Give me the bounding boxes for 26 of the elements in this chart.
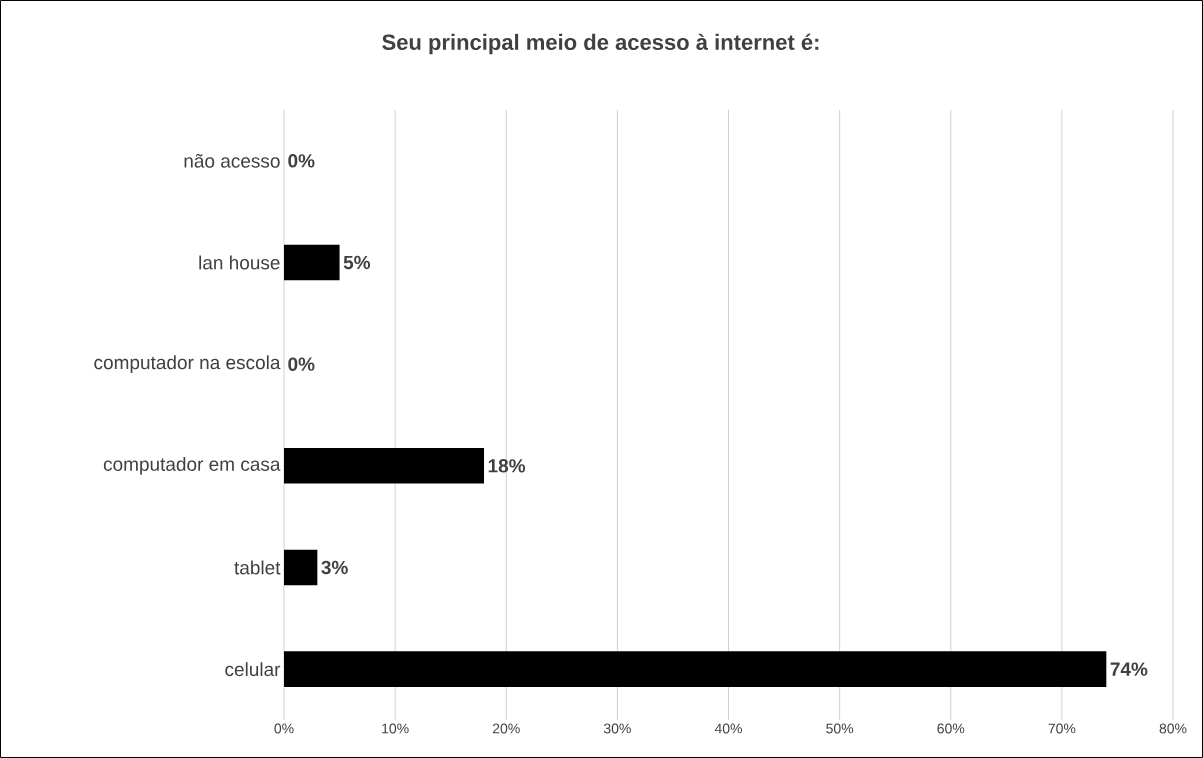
chart-title: Seu principal meio de acesso à internet é: [382,33,819,55]
x-tick-label: 40% [714,723,743,734]
y-tick-label: computador em casa [103,456,281,475]
y-tick-label: celular [225,662,281,677]
data-label: 5% [343,255,371,270]
y-tick-label: computador na escola [94,355,281,374]
bar [284,448,485,484]
x-tick-label: 10% [382,723,409,734]
y-tick-label: tablet [234,560,281,575]
y-tick-label: lan house [199,255,280,270]
y-tick-label: não acesso [184,153,280,168]
x-tick-label: 30% [603,723,631,734]
x-tick-label: 70% [1048,723,1076,734]
data-label: 3% [321,560,348,575]
x-tick-label: 0% [274,723,294,734]
x-tick-label: 50% [826,723,854,734]
x-tick-label: 20% [492,723,520,734]
bar [284,651,1107,687]
data-label: 0% [288,154,315,168]
bar [284,549,318,586]
bar [284,244,340,281]
data-label: 74% [1110,662,1148,676]
data-label: 18% [488,459,526,473]
x-tick-label: 60% [937,723,965,734]
x-tick-label: 80% [1159,723,1187,734]
data-label: 0% [288,357,315,371]
